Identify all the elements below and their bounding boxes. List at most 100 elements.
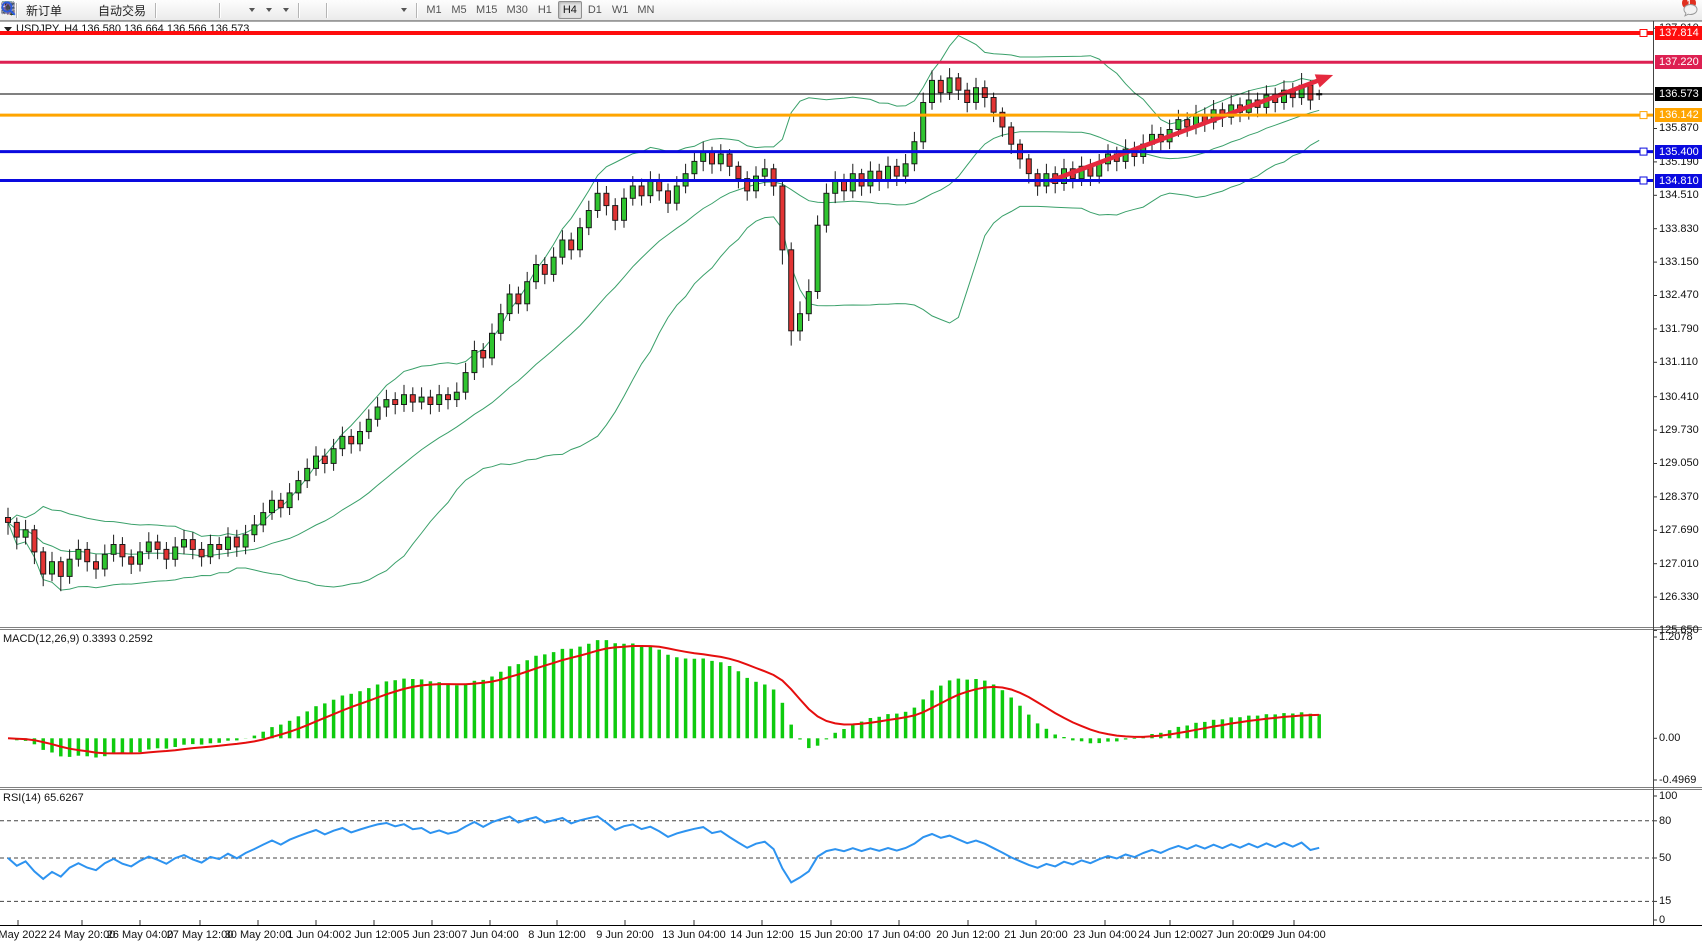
time-tick-label: 29 Jun 04:00 [1262, 929, 1326, 941]
time-tick-label: 7 Jun 04:00 [461, 929, 519, 941]
timeframe-m15[interactable]: M15 [472, 1, 501, 19]
timeframe-w1[interactable]: W1 [608, 1, 633, 19]
price-line-badge: 137.814 [1655, 26, 1702, 40]
new-order-button[interactable]: 新订单 [2, 1, 66, 20]
time-tick-label: 27 May 12:00 [166, 929, 234, 941]
search-icon [1, 1, 16, 16]
bollinger-lower [7, 139, 1320, 591]
time-tick-label: 26 May 04:00 [106, 929, 174, 941]
notifications-button[interactable]: 1 [1681, 0, 1698, 20]
signals-button[interactable] [1, 1, 93, 20]
chevron-down-icon [249, 8, 256, 12]
search-button[interactable] [1, 1, 1671, 20]
chat-icon [1683, 3, 1698, 17]
price-tick-label: 127.690 [1659, 524, 1699, 536]
time-tick-label: 15 Jun 20:00 [799, 929, 863, 941]
cursor-button[interactable] [5, 1, 312, 20]
rsi-scale-label: 100 [1659, 790, 1678, 802]
svg-text:T: T [5, 4, 11, 14]
vertical-line-button[interactable] [7, 1, 340, 20]
channel-button[interactable]: E [1, 1, 367, 20]
crosshair-button[interactable] [1, 1, 321, 20]
price-line-badge: 136.142 [1655, 108, 1702, 122]
price-tick-label: 135.870 [1659, 122, 1699, 134]
time-tick-label: 23 Jun 04:00 [1073, 929, 1137, 941]
price-tick-label: 127.010 [1659, 558, 1699, 570]
price-tick-label: 131.110 [1659, 356, 1698, 368]
price-line-badge: 135.400 [1655, 145, 1702, 159]
timeframe-m5[interactable]: M5 [447, 1, 471, 19]
separator [155, 2, 157, 18]
chart-window[interactable]: USDJPY, H4 136.580 136.664 136.566 136.5… [0, 21, 1702, 943]
time-tick-label: 5 Jun 23:00 [403, 929, 461, 941]
bollinger-middle [7, 109, 1320, 557]
price-line-badge: 136.573 [1655, 87, 1702, 101]
horizontal-line-button[interactable] [1, 1, 349, 20]
timeframe-d1[interactable]: D1 [583, 1, 607, 19]
candlestick-chart-button[interactable] [3, 1, 178, 20]
chart-collapse-icon[interactable] [4, 27, 12, 32]
price-tick-label: 130.410 [1659, 391, 1699, 403]
indicators-button[interactable] [1, 1, 259, 20]
rsi-indicator-label: RSI(14) 65.6267 [3, 792, 84, 804]
shapes-button[interactable] [3, 1, 411, 20]
periods-button[interactable] [2, 1, 276, 20]
time-tick-label: 14 Jun 12:00 [730, 929, 794, 941]
time-tick-label: 21 Jun 20:00 [1004, 929, 1068, 941]
rsi-line [7, 815, 1320, 884]
hline-handle-136.142[interactable] [1639, 111, 1648, 120]
time-tick-label: 3 May 2022 [0, 929, 47, 941]
chart-shift-button[interactable] [2, 1, 242, 20]
price-tick-label: 131.790 [1659, 323, 1699, 335]
price-line-badge: 137.220 [1655, 55, 1702, 69]
time-tick-label: 2 Jun 12:00 [345, 929, 403, 941]
tile-windows-button[interactable] [1, 1, 214, 20]
zoom-out-button[interactable] [1, 1, 205, 20]
timeframe-h4[interactable]: H4 [557, 1, 582, 19]
market-watch-button[interactable] [1, 1, 75, 20]
price-tick-label: 125.650 [1659, 624, 1699, 636]
time-tick-label: 24 Jun 12:00 [1138, 929, 1202, 941]
time-tick-label: 13 Jun 04:00 [662, 929, 726, 941]
data-window-button[interactable] [2, 1, 84, 20]
bar-chart-button[interactable] [2, 1, 169, 20]
hline-handle-134.810[interactable] [1639, 176, 1648, 185]
hline-handle-137.814[interactable] [1639, 29, 1648, 37]
price-tick-label: 126.330 [1659, 591, 1699, 603]
rsi-scale-label: 80 [1659, 815, 1672, 827]
macd-signal-line [7, 645, 1320, 755]
timeframe-m1[interactable]: M1 [422, 1, 446, 19]
separator [416, 2, 418, 18]
text-label-button[interactable]: T [1, 1, 394, 20]
line-chart-button[interactable] [1, 1, 187, 20]
bollinger-upper [7, 34, 1320, 537]
time-tick-label: 8 Jun 12:00 [528, 929, 586, 941]
text-button[interactable]: A [4, 1, 385, 20]
separator [298, 2, 300, 18]
timeframe-m30[interactable]: M30 [502, 1, 531, 19]
separator [16, 2, 17, 18]
templates-button[interactable] [1, 1, 293, 20]
macd-scale-label: -0.4969 [1659, 774, 1697, 786]
time-tick-label: 30 May 20:00 [224, 929, 292, 941]
price-tick-label: 134.510 [1659, 189, 1699, 201]
price-tick-label: 129.050 [1659, 457, 1699, 469]
trend-arrow[interactable] [1049, 77, 1321, 184]
separator [326, 2, 328, 18]
zoom-in-button[interactable] [1, 1, 196, 20]
timeframe-h1[interactable]: H1 [533, 1, 557, 19]
main-price-panel [5, 34, 1334, 592]
time-tick-label: 1 Jun 04:00 [287, 929, 345, 941]
chevron-down-icon [266, 8, 273, 12]
auto-trading-button[interactable]: 自动交易 [2, 1, 150, 20]
timeframe-mn[interactable]: MN [633, 1, 658, 19]
trendline-button[interactable] [1, 1, 358, 20]
auto-scroll-button[interactable] [2, 1, 233, 20]
chart-plot-area[interactable] [0, 21, 1702, 943]
text-label-icon: T [1, 2, 15, 14]
fibonacci-button[interactable]: F [2, 1, 376, 20]
hline-handle-135.400[interactable] [1639, 147, 1648, 156]
rsi-scale-label: 0 [1659, 914, 1666, 926]
trend-arrow-head [1314, 74, 1334, 88]
svg-text:A: A [4, 1, 14, 16]
